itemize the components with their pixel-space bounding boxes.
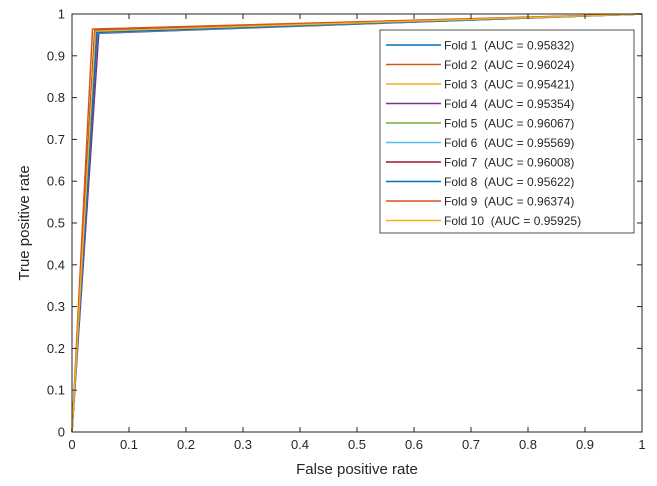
y-tick-label: 0.4 xyxy=(47,257,65,272)
legend-label: Fold 9 (AUC = 0.96374) xyxy=(444,194,574,208)
x-tick-label: 0.9 xyxy=(576,437,594,452)
y-tick-label: 0.8 xyxy=(47,90,65,105)
x-tick-label: 0.7 xyxy=(462,437,480,452)
legend-label: Fold 5 (AUC = 0.96067) xyxy=(444,116,574,130)
x-tick-label: 0.1 xyxy=(120,437,138,452)
y-tick-label: 0.1 xyxy=(47,383,65,398)
y-tick-label: 1 xyxy=(58,7,65,22)
x-tick-label: 0.6 xyxy=(405,437,423,452)
y-tick-label: 0.7 xyxy=(47,132,65,147)
y-axis-label: True positive rate xyxy=(16,165,33,280)
x-tick-label: 1 xyxy=(638,437,645,452)
y-tick-label: 0.5 xyxy=(47,216,65,231)
legend-label: Fold 2 (AUC = 0.96024) xyxy=(444,58,574,72)
x-tick-label: 0.4 xyxy=(291,437,309,452)
x-tick-label: 0 xyxy=(68,437,75,452)
series-layer xyxy=(71,13,643,433)
legend-label: Fold 1 (AUC = 0.95832) xyxy=(444,38,574,52)
legend-label: Fold 6 (AUC = 0.95569) xyxy=(444,136,574,150)
x-tick-label: 0.5 xyxy=(348,437,366,452)
y-tick-label: 0.6 xyxy=(47,174,65,189)
x-tick-label: 0.8 xyxy=(519,437,537,452)
legend-label: Fold 4 (AUC = 0.95354) xyxy=(444,97,574,111)
y-tick-label: 0 xyxy=(58,425,65,440)
ticks-layer: 0 0.1 0.2 0.3 0.4 0.5 0.6 0.7 0.8 0.9 1 0 0.1 0.2 0.3 0… xyxy=(47,7,646,453)
legend-label: Fold 10 (AUC = 0.95925) xyxy=(444,214,581,228)
y-tick-label: 0.3 xyxy=(47,299,65,314)
legend-label: Fold 7 (AUC = 0.96008) xyxy=(444,155,574,169)
y-tick-label: 0.2 xyxy=(47,341,65,356)
x-tick-label: 0.3 xyxy=(234,437,252,452)
series-line-fold-10 xyxy=(71,13,643,433)
x-tick-label: 0.2 xyxy=(177,437,195,452)
legend-label: Fold 8 (AUC = 0.95622) xyxy=(444,175,574,189)
legend: Fold 1 (AUC = 0.95832) Fold 2 (AUC = 0.96… xyxy=(379,29,635,234)
legend-label: Fold 3 (AUC = 0.95421) xyxy=(444,77,574,91)
x-axis-label: False positive rate xyxy=(296,461,418,478)
y-tick-label: 0.9 xyxy=(47,48,65,63)
